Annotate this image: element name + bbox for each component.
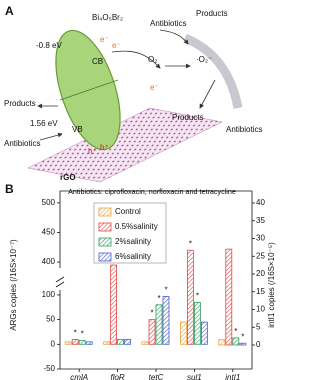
bar [186,249,194,345]
legend-label: 2%salinity [115,237,151,246]
y-tick-label: 100 [42,290,56,299]
significance-marker: * [74,328,77,337]
arrow [111,50,161,69]
x-tick-label: tetC [149,373,164,380]
y-tick-label: 400 [42,257,56,266]
y2-tick-label: 25 [256,251,265,260]
significance-marker: * [241,332,244,341]
legend-label: 6%salinity [115,252,151,261]
significance-marker: * [81,329,84,338]
y2-tick-label: 40 [256,198,265,207]
superoxide: ·O₂⁻ [196,55,212,64]
significance-marker: * [196,291,199,300]
y2-axis-label: intI1 copies (/16S×10⁻⁵) [267,242,276,328]
y2-tick-label: 10 [256,305,265,314]
y2-tick-label: 30 [256,234,265,243]
bar [225,248,233,346]
legend-swatch [98,237,112,247]
y2-tick-label: 5 [256,322,261,331]
vb-potential: 1.56 eV [30,119,58,128]
products: Products [196,9,228,18]
bar [232,337,240,346]
bar [155,304,163,345]
y-axis-label: ARGs copies (/16S×10⁻⁷) [9,239,18,331]
hole: h⁺ [100,143,109,152]
arrow [39,132,63,141]
electron: e⁻ [150,83,159,92]
bar [193,301,201,345]
legend-label: Control [115,207,141,216]
panel-label: A [5,4,14,18]
bar [218,339,226,346]
legend-swatch [98,222,112,232]
axis-break [55,276,65,283]
y-tick-label: 500 [42,198,56,207]
significance-marker: * [164,286,167,295]
bar [64,341,72,345]
band-divider [59,79,119,101]
antibiotics: Antibiotics [4,139,40,148]
y-tick-label: -50 [43,364,55,373]
x-tick-label: floR [110,373,124,380]
figure: A Bi₄O₅Br₂ -0.8 eV CB e⁻ e⁻ 1.56 eV VB h… [4,4,276,380]
bar [78,339,86,345]
diagram: A Bi₄O₅Br₂ -0.8 eV CB e⁻ e⁻ 1.56 eV VB h… [4,4,262,183]
significance-marker: * [150,309,153,318]
electron: e⁻ [112,41,121,50]
panel-label: B [5,182,14,196]
legend-label: 0.5%salinity [115,222,158,231]
oxygen: O₂ [148,55,157,64]
axis-break [55,281,65,288]
products: Products [4,99,36,108]
significance-marker: * [234,327,237,336]
bar [141,341,149,345]
arrow [199,79,216,109]
bar [239,342,247,346]
bar [110,264,117,345]
x-tick-label: intI1 [225,373,240,380]
x-tick-label: sul1 [187,373,202,380]
legend-swatch [98,252,112,262]
y2-tick-label: 35 [256,216,265,225]
y2-tick-label: 0 [256,340,261,349]
antibiotics: Antibiotics [150,19,186,28]
bar [124,338,131,345]
significance-marker: * [189,239,192,248]
y-tick-label: 0 [51,339,56,348]
bar [71,338,79,345]
bar [162,296,170,345]
bar [179,321,187,345]
legend-swatch [98,207,112,217]
electron: e⁻ [100,35,109,44]
bar [200,321,208,345]
plot: -50 0 50 100 400 450 500 0 5 10 15 20 25 30 35 40 cmlA * *… [42,190,265,380]
arrow [159,29,189,45]
bar [148,319,156,345]
support-label: rGO [60,173,76,182]
bar [103,341,110,345]
products: Products [172,113,204,122]
ribbon [183,33,243,109]
chart-title: Antibiotics: ciprofloxacin, norfloxacin … [68,187,236,196]
x-tick-label: cmlA [70,373,88,380]
significance-marker: * [157,294,160,303]
bar [85,341,93,345]
vb-label: VB [72,125,83,134]
hole: h⁺ [88,147,97,156]
y2-tick-label: 15 [256,287,265,296]
y-tick-label: 50 [46,315,55,324]
catalyst: Bi₄O₅Br₂ [92,13,123,22]
antibiotics: Antibiotics [226,125,262,134]
cb-label: CB [92,57,103,66]
bar [117,338,124,345]
cb-potential: -0.8 eV [36,41,62,50]
y-tick-label: 450 [42,228,56,237]
y2-tick-label: 20 [256,269,265,278]
